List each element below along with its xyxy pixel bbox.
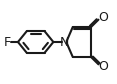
Text: F: F [4,36,11,48]
Text: O: O [99,60,109,73]
Text: O: O [99,11,109,24]
Text: N: N [60,36,69,48]
